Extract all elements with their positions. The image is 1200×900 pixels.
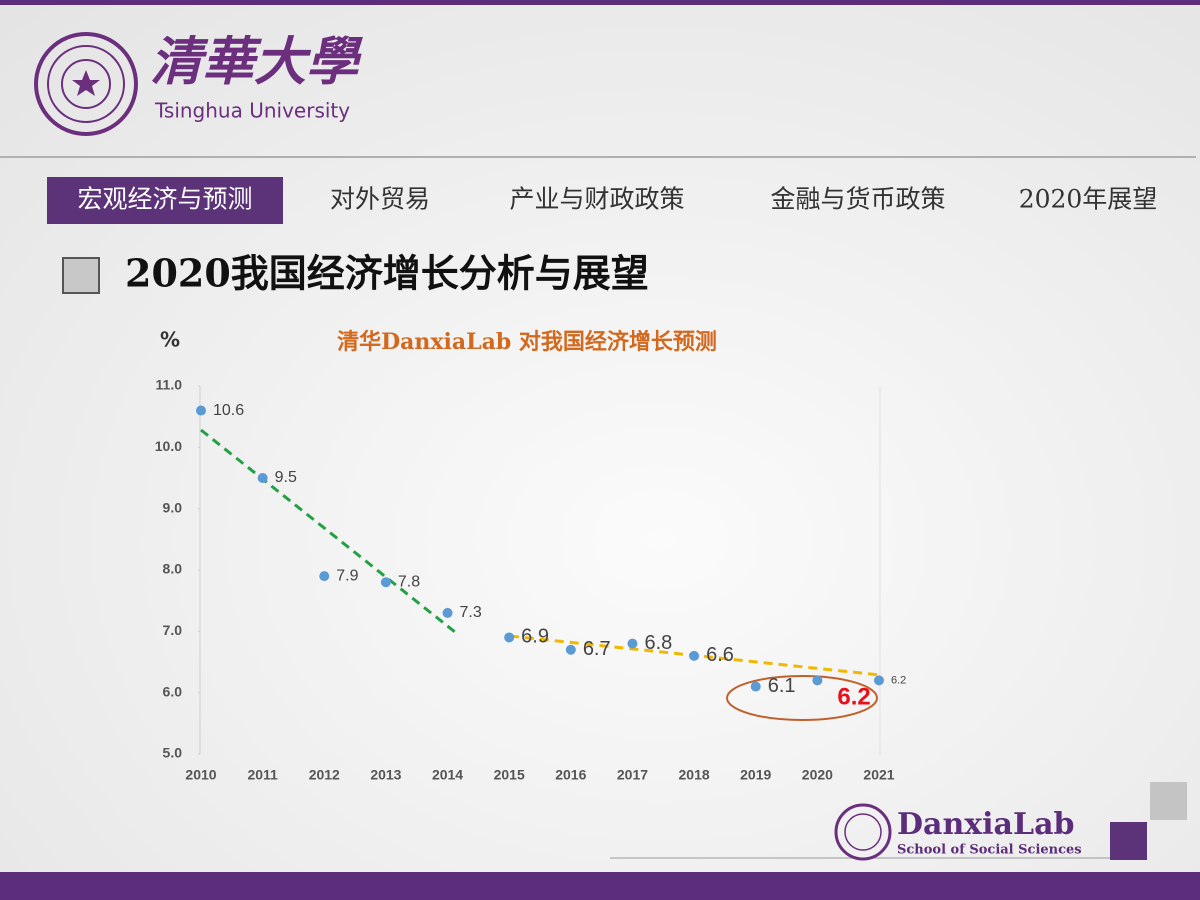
data-point	[750, 681, 761, 692]
highlight-ellipse	[726, 675, 878, 721]
data-point	[442, 607, 453, 618]
chart: 5.0 6.0 7.0 8.0 9.0 10.0 11.0 2010 10.6 2011 9.5 20…	[155, 377, 907, 783]
x-tick-label: 2015	[494, 767, 525, 783]
data-point	[504, 632, 515, 643]
tab[interactable]: 金融与货币政策	[770, 185, 945, 214]
x-tick-label: 2017	[617, 767, 648, 783]
data-label: 6.9	[521, 626, 549, 648]
x-tick-label: 2019	[740, 767, 771, 783]
bottom-bar	[0, 872, 1200, 900]
data-point	[196, 405, 206, 416]
lab-name: DanxiaLab	[897, 807, 1075, 842]
university-name-en: Tsinghua University	[154, 99, 350, 123]
y-tick-label: 7.0	[163, 622, 183, 638]
y-tick-label: 8.0	[163, 561, 183, 577]
deco-square	[1150, 782, 1187, 820]
section-title: 2020我国经济增长分析与展望	[125, 251, 649, 296]
data-label: 6.8	[644, 632, 672, 654]
y-tick-label: 5.0	[163, 745, 183, 761]
data-point	[319, 571, 330, 582]
data-label: 7.8	[398, 573, 420, 590]
top-bar	[0, 0, 1200, 5]
x-tick-label: 2020	[802, 767, 833, 783]
tab[interactable]: 对外贸易	[330, 185, 430, 214]
data-point	[627, 638, 638, 649]
y-tick-label: 9.0	[163, 499, 183, 515]
lab-logo	[834, 803, 892, 861]
x-tick-label: 2014	[432, 767, 463, 783]
y-tick-label: 11.0	[156, 377, 183, 393]
tab[interactable]: 宏观经济与预测	[77, 185, 252, 214]
y-axis-unit: %	[160, 328, 180, 352]
data-label: 7.3	[460, 604, 482, 621]
data-point	[565, 644, 576, 655]
deco-square	[1110, 822, 1147, 860]
x-tick-label: 2013	[370, 767, 401, 783]
x-tick-label: 2012	[309, 767, 340, 783]
logo	[34, 32, 138, 136]
trend-line	[200, 428, 456, 634]
tab[interactable]: 产业与财政政策	[509, 185, 684, 214]
school-name: School of Social Sciences	[897, 843, 1082, 858]
data-label: 7.9	[336, 567, 358, 584]
data-label: 6.2	[891, 674, 906, 686]
university-name-cn: 清華大學	[150, 32, 363, 93]
bullet-square	[62, 257, 100, 294]
y-tick-label: 6.0	[163, 683, 183, 699]
data-point	[257, 473, 268, 483]
data-label: 9.5	[275, 469, 297, 486]
data-label: 6.2	[837, 684, 870, 711]
data-point	[689, 650, 700, 661]
data-point	[874, 675, 884, 686]
x-tick-label: 2021	[863, 767, 894, 783]
data-label: 10.6	[213, 402, 244, 419]
x-tick-label: 2011	[247, 767, 278, 783]
x-tick-label: 2010	[185, 767, 216, 783]
tab[interactable]: 2020年展望	[1019, 185, 1158, 214]
active-tab-bg	[47, 177, 283, 224]
chart-title: 清华DanxiaLab 对我国经济增长预测	[337, 329, 717, 355]
data-label: 6.1	[768, 675, 796, 697]
data-label: 6.6	[706, 644, 734, 666]
y-tick-label: 10.0	[155, 438, 182, 454]
data-point	[812, 675, 823, 686]
x-tick-label: 2016	[555, 767, 586, 783]
data-label: 6.7	[583, 638, 611, 660]
x-tick-label: 2018	[679, 767, 710, 783]
data-point	[380, 577, 391, 588]
